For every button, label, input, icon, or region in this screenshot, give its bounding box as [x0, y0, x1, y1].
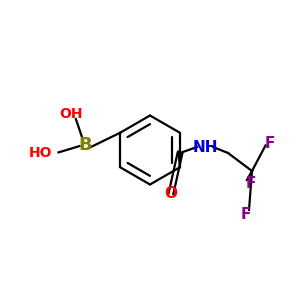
Text: HO: HO	[29, 146, 52, 160]
Text: F: F	[265, 136, 275, 152]
Text: F: F	[241, 207, 251, 222]
Text: NH: NH	[193, 140, 218, 154]
Text: B: B	[79, 136, 92, 154]
Text: O: O	[164, 186, 178, 201]
Text: OH: OH	[59, 107, 82, 121]
Text: F: F	[245, 176, 256, 190]
